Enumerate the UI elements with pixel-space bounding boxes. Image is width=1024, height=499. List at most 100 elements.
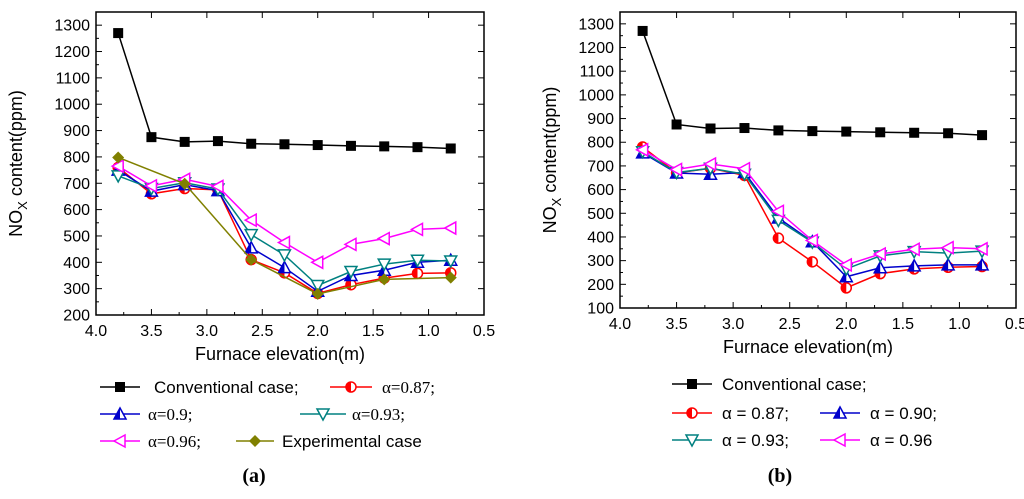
data-point	[279, 139, 290, 150]
series-0	[637, 25, 988, 141]
data-point-fill	[245, 241, 252, 253]
data-point	[110, 170, 126, 184]
legend-item: α = 0.90;	[820, 404, 937, 423]
legend-marker-fill	[834, 407, 840, 418]
legend-item: Conventional case;	[672, 375, 867, 394]
data-point	[409, 222, 424, 237]
legend-marker	[345, 381, 357, 393]
data-point	[943, 128, 954, 139]
data-point	[243, 228, 259, 243]
data-point	[906, 258, 922, 272]
data-point-fill	[278, 261, 285, 273]
legend-item: α=0.87;	[330, 378, 435, 397]
legend-marker	[684, 434, 700, 448]
data-point	[872, 246, 886, 262]
data-point	[311, 287, 324, 300]
y-tick-label: 200	[587, 277, 614, 294]
legend: Conventional case; α=0.87; α=0.9; α=0.93; α=…	[100, 378, 435, 451]
x-tick-label: 4.0	[609, 316, 631, 333]
data-point	[178, 177, 191, 190]
data-point	[637, 25, 648, 36]
x-tick-label: 1.5	[892, 316, 914, 333]
data-point	[872, 260, 888, 274]
data-point	[669, 162, 683, 177]
x-tick-label: 1.0	[417, 323, 439, 340]
plot-frame	[619, 11, 1017, 309]
y-tick-label: 600	[63, 202, 90, 219]
data-point	[671, 119, 682, 130]
x-tick-label: 0.5	[1005, 316, 1024, 333]
data-point	[807, 126, 818, 137]
legend-item: α=0.9;	[100, 405, 192, 424]
series-3	[635, 145, 990, 277]
y-tick-label: 800	[63, 149, 90, 166]
legend-marker	[832, 432, 846, 448]
data-point	[772, 232, 785, 244]
legend-marker	[249, 435, 261, 447]
data-point	[736, 161, 751, 177]
y-tick-label: 800	[587, 135, 614, 152]
legend-marker	[315, 408, 331, 422]
chart-panel-b: 4.0 3.5 3.0 2.5 2.0 1.5 1.0 0.5 100 200 300 400 500 6…	[540, 11, 1024, 487]
y-tick-label: 1100	[580, 64, 615, 81]
legend-item: Experimental case	[236, 432, 422, 451]
x-tick-label: 3.5	[140, 323, 162, 340]
data-point	[113, 28, 124, 39]
data-point	[838, 257, 853, 273]
chart-panel-a: 4.0 3.5 3.0 2.5 2.0 1.5 1.0 0.5 200 300 400 500 600 7…	[6, 11, 495, 487]
x-tick-label: 2.0	[307, 323, 329, 340]
data-point	[379, 141, 390, 152]
series-0	[113, 28, 456, 154]
y-axis-label-sub: X	[549, 197, 564, 206]
y-axis-label-sub: X	[15, 201, 30, 210]
data-point	[841, 126, 852, 137]
data-point	[376, 231, 390, 246]
data-point-fill	[773, 233, 779, 244]
data-point	[310, 279, 325, 294]
legend-item: α = 0.93;	[672, 431, 789, 450]
legend-marker	[832, 405, 848, 419]
data-point	[312, 140, 323, 151]
legend-label: α=0.96;	[148, 432, 201, 451]
legend-label: Conventional case;	[154, 378, 299, 397]
data-point	[243, 240, 259, 254]
legend-marker-fill	[114, 408, 120, 419]
data-point	[702, 156, 717, 172]
y-tick-label: 1200	[54, 44, 90, 61]
legend-label: α=0.87;	[382, 378, 435, 397]
y-axis-label-main: NO	[6, 210, 26, 237]
legend-marker	[687, 379, 697, 389]
data-point	[245, 253, 258, 266]
data-point-fill	[976, 258, 983, 270]
y-tick-label: 400	[63, 255, 90, 272]
x-tick-label: 3.5	[665, 316, 687, 333]
y-tick-label: 700	[587, 158, 614, 175]
data-point	[705, 123, 716, 134]
data-point	[146, 132, 157, 143]
data-point	[411, 267, 424, 280]
legend: Conventional case; α = 0.87; α = 0.90; α = …	[672, 375, 937, 450]
legend-label: α = 0.90;	[870, 404, 937, 423]
x-tick-label: 1.5	[362, 323, 384, 340]
plot-frame	[95, 11, 485, 316]
data-point	[343, 265, 359, 280]
y-tick-label: 900	[63, 123, 90, 140]
y-axis-label: NOX content(ppm)	[6, 90, 30, 237]
y-tick-label: 700	[63, 176, 90, 193]
data-point	[343, 237, 357, 252]
data-point	[444, 271, 457, 284]
y-tick-label: 500	[587, 206, 614, 223]
data-point-fill	[942, 258, 949, 270]
data-point	[974, 257, 990, 271]
legend-label: α = 0.93;	[722, 431, 789, 450]
legend-marker	[115, 382, 125, 392]
data-point-fill	[807, 256, 813, 267]
y-axis-label-main: NO	[540, 206, 560, 233]
data-point	[875, 127, 886, 138]
data-point-fill	[841, 282, 847, 293]
series-1	[636, 141, 988, 294]
y-tick-label: 100	[587, 301, 614, 318]
data-point	[909, 127, 920, 138]
y-tick-label: 1000	[54, 97, 90, 114]
